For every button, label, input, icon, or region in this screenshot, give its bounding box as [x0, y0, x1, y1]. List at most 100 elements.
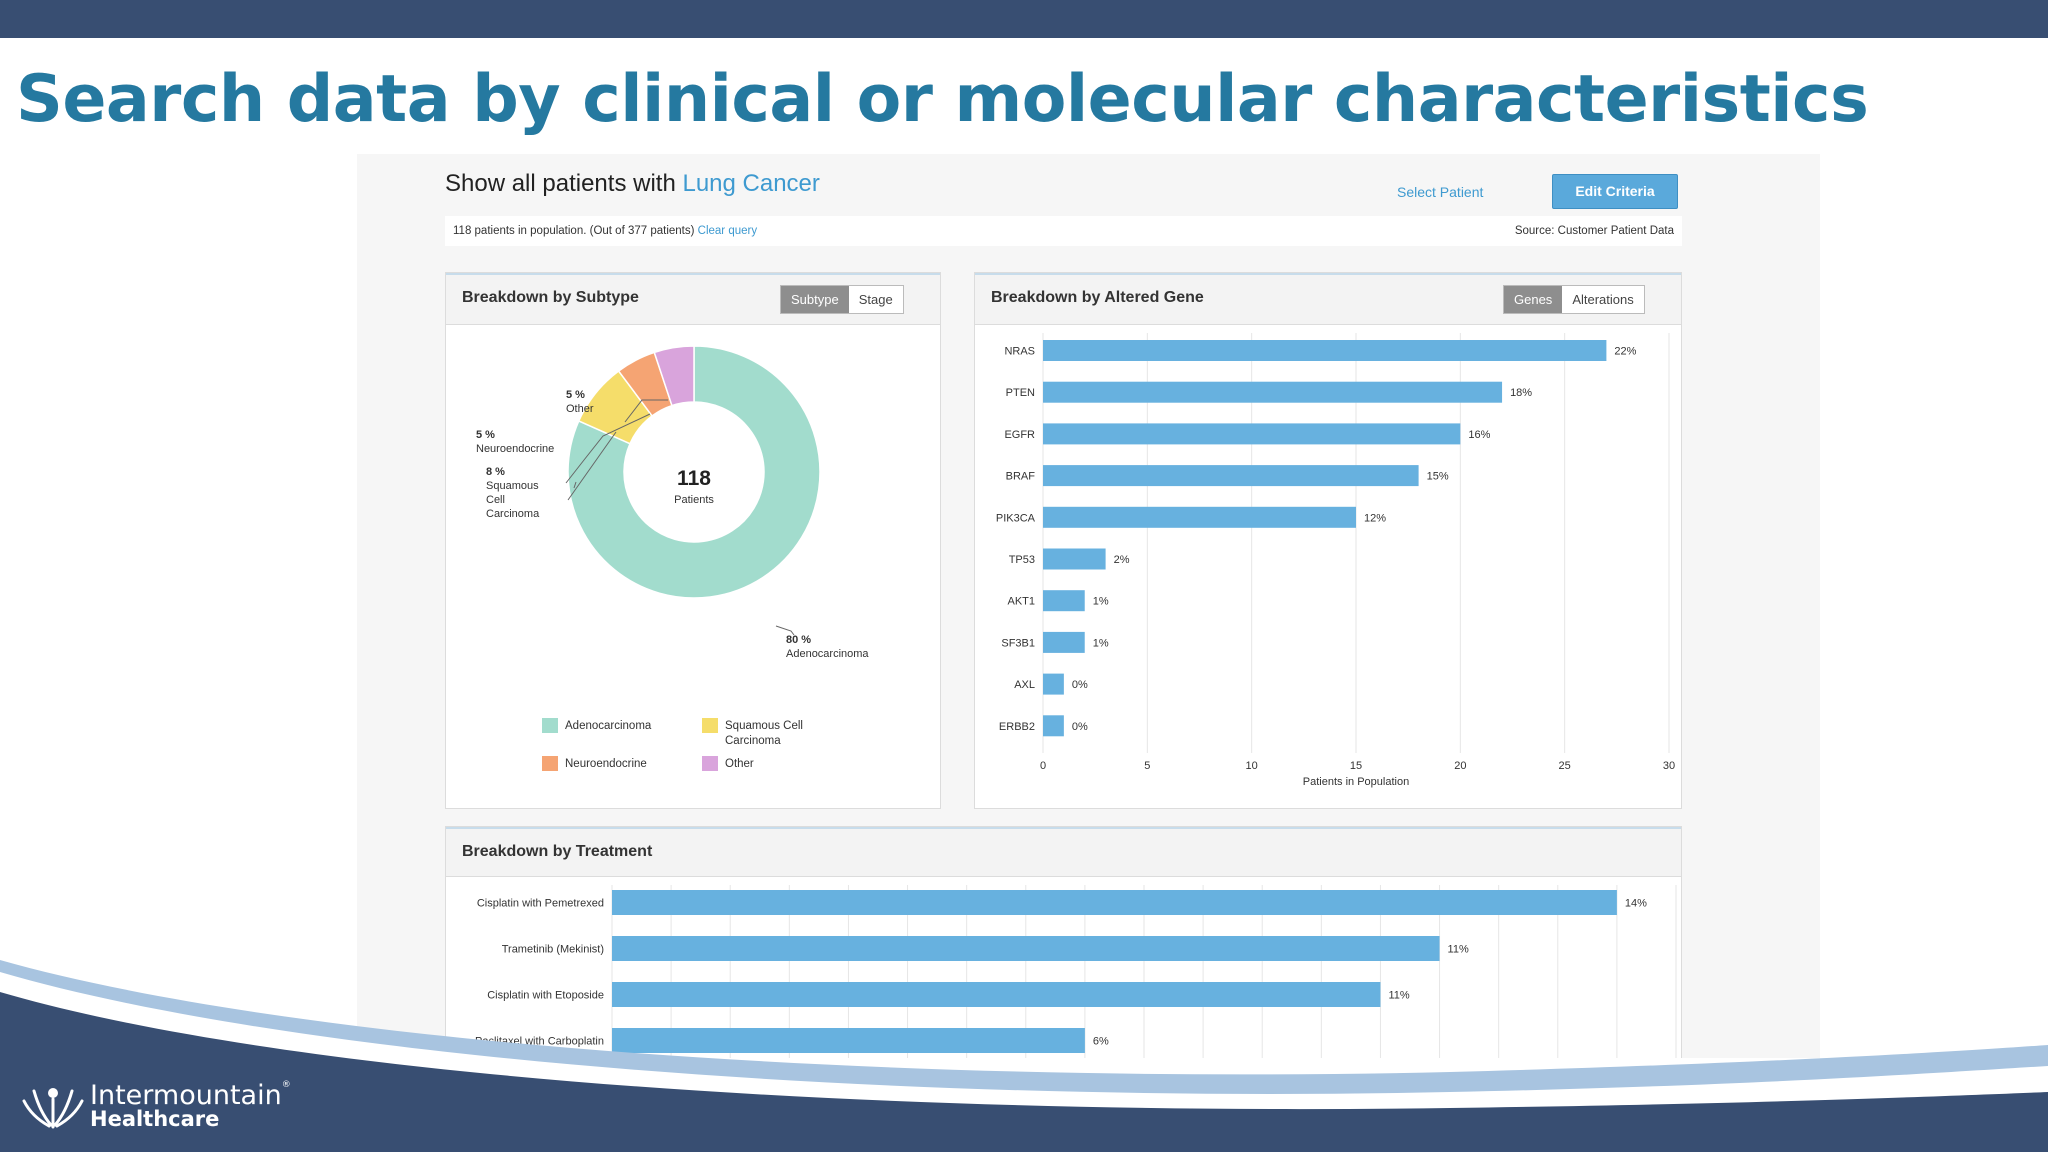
- bar: [612, 1028, 1085, 1053]
- x-tick-label: 5: [1144, 760, 1150, 772]
- bar-value-label: 16%: [1468, 429, 1490, 441]
- top-band: [0, 0, 2048, 38]
- bar: [612, 982, 1381, 1007]
- treatment-panel-header: Breakdown by Treatment: [446, 827, 1681, 877]
- toggle-subtype[interactable]: Subtype: [781, 286, 849, 313]
- bar: [1043, 673, 1064, 695]
- bar-value-label: 22%: [1614, 346, 1636, 358]
- bar-value-label: 15%: [1427, 471, 1449, 483]
- gene-bar-chart: 0 5 10 15 20 25 30 NRAS 22% PTEN 18% EGFR 16% BRAF 15%…: [996, 333, 1675, 788]
- donut-slice-other: [653, 345, 695, 407]
- query-value-link[interactable]: Lung Cancer: [682, 170, 820, 197]
- bar: [1043, 340, 1607, 361]
- x-axis-title: Patients in Population: [1303, 776, 1409, 788]
- category-label: TP53: [1009, 554, 1035, 566]
- legend-swatch: [542, 718, 558, 733]
- adeno-name-label: Adenocarcinoma: [786, 648, 869, 660]
- category-label: Paclitaxel with Carboplatin: [475, 1036, 604, 1048]
- legend-label: Adenocarcinoma: [565, 720, 652, 732]
- leader-line-squamous: [573, 481, 577, 489]
- other-pct-label: 5 %: [566, 389, 585, 401]
- x-tick-label: 25: [1559, 760, 1571, 772]
- bar: [1043, 715, 1064, 737]
- squamous-name-label-3: Carcinoma: [486, 508, 540, 520]
- subtype-panel: Breakdown by Subtype Subtype Stage 118 P…: [445, 272, 941, 809]
- category-label: PTEN: [1006, 387, 1035, 399]
- neuro-name-label: Neuroendocrine: [476, 443, 554, 455]
- treatment-panel-title: Breakdown by Treatment: [462, 843, 653, 860]
- subtype-panel-title: Breakdown by Subtype: [462, 289, 639, 306]
- adeno-pct-label: 80 %: [786, 634, 811, 646]
- category-label: NRAS: [1004, 346, 1035, 358]
- category-label: AKT1: [1007, 596, 1035, 608]
- bar: [612, 890, 1617, 915]
- treatment-bar-chart: Cisplatin with Pemetrexed 14% Trametinib (…: [475, 885, 1677, 1058]
- treatment-panel: Breakdown by Treatment Cisplatin with Pe…: [445, 826, 1682, 1058]
- logo-line-1: Intermountain®: [90, 1080, 291, 1111]
- leader-line-neuro: [567, 431, 617, 501]
- bar: [1043, 506, 1356, 528]
- squamous-name-label-2: Cell: [486, 494, 505, 506]
- category-label: Trametinib (Mekinist): [502, 944, 604, 956]
- legend-label: Neuroendocrine: [565, 758, 647, 770]
- logo-line-2: Healthcare: [90, 1107, 220, 1131]
- legend-swatch: [702, 756, 718, 771]
- x-tick-label: 15: [1350, 760, 1362, 772]
- category-label: Cisplatin with Etoposide: [487, 990, 604, 1002]
- bar: [1043, 590, 1085, 612]
- bar: [1043, 631, 1085, 653]
- bar: [1043, 381, 1503, 403]
- bar: [1043, 548, 1106, 570]
- bar: [1043, 423, 1461, 445]
- x-tick-label: 20: [1454, 760, 1466, 772]
- donut-center-label: Patients: [674, 494, 714, 506]
- toggle-genes[interactable]: Genes: [1504, 286, 1563, 313]
- gene-panel-title: Breakdown by Altered Gene: [991, 289, 1204, 306]
- subtype-stage-toggle[interactable]: Subtype Stage: [780, 285, 904, 314]
- bar-value-label: 0%: [1072, 679, 1088, 691]
- bar-value-label: 14%: [1625, 898, 1647, 910]
- slide-title: Search data by clinical or molecular cha…: [16, 62, 1869, 137]
- genes-alterations-toggle[interactable]: Genes Alterations: [1503, 285, 1645, 314]
- neuro-pct-label: 5 %: [476, 429, 495, 441]
- category-label: PIK3CA: [996, 512, 1036, 524]
- x-tick-label: 10: [1246, 760, 1258, 772]
- toggle-stage[interactable]: Stage: [858, 292, 893, 307]
- edit-criteria-button[interactable]: Edit Criteria: [1552, 174, 1678, 209]
- bar-value-label: 1%: [1093, 637, 1109, 649]
- gene-panel-header: Breakdown by Altered Gene Genes Alterati…: [975, 273, 1681, 325]
- legend-swatch: [542, 756, 558, 771]
- x-tick-label: 30: [1663, 760, 1675, 772]
- donut-center-value: 118: [677, 467, 711, 490]
- bar: [612, 936, 1440, 961]
- population-info-bar: 118 patients in population. (Out of 377 …: [445, 216, 1682, 246]
- query-prefix: Show all patients with: [445, 170, 676, 197]
- subtype-donut-chart: 118 Patients 80 % Adenocarcinoma 8 % Squ…: [476, 345, 869, 660]
- bar-value-label: 11%: [1448, 944, 1469, 956]
- bar-value-label: 18%: [1510, 387, 1532, 399]
- bar-value-label: 6%: [1093, 1036, 1109, 1048]
- clear-query-link[interactable]: Clear query: [697, 225, 758, 237]
- toggle-alterations[interactable]: Alterations: [1572, 292, 1634, 307]
- category-label: EGFR: [1004, 429, 1035, 441]
- select-patient-link[interactable]: Select Patient: [1397, 184, 1484, 200]
- category-label: BRAF: [1006, 471, 1036, 483]
- population-count: 118 patients in population. (Out of 377 …: [453, 225, 757, 237]
- subtype-panel-header: Breakdown by Subtype Subtype Stage: [446, 273, 940, 325]
- legend-label: Squamous Cell Carcinoma: [725, 720, 803, 747]
- x-tick-label: 0: [1040, 760, 1046, 772]
- leader-line-other-2: [624, 399, 668, 423]
- data-source-label: Source: Customer Patient Data: [1514, 225, 1674, 237]
- category-label: AXL: [1014, 679, 1035, 691]
- logo-name: Intermountain: [90, 1080, 282, 1111]
- query-title: Show all patients with Lung Cancer: [445, 170, 820, 198]
- bar-value-label: 12%: [1364, 512, 1386, 524]
- bar-value-label: 2%: [1114, 554, 1130, 566]
- app-screenshot: Show all patients with Lung Cancer Selec…: [357, 154, 1820, 1058]
- legend-swatch: [702, 718, 718, 733]
- bar-value-label: 0%: [1072, 721, 1088, 733]
- leader-line-adeno: [775, 625, 795, 636]
- category-label: ERBB2: [999, 721, 1035, 733]
- registered-mark: ®: [281, 1080, 291, 1090]
- logo-mark-icon: [22, 1088, 84, 1129]
